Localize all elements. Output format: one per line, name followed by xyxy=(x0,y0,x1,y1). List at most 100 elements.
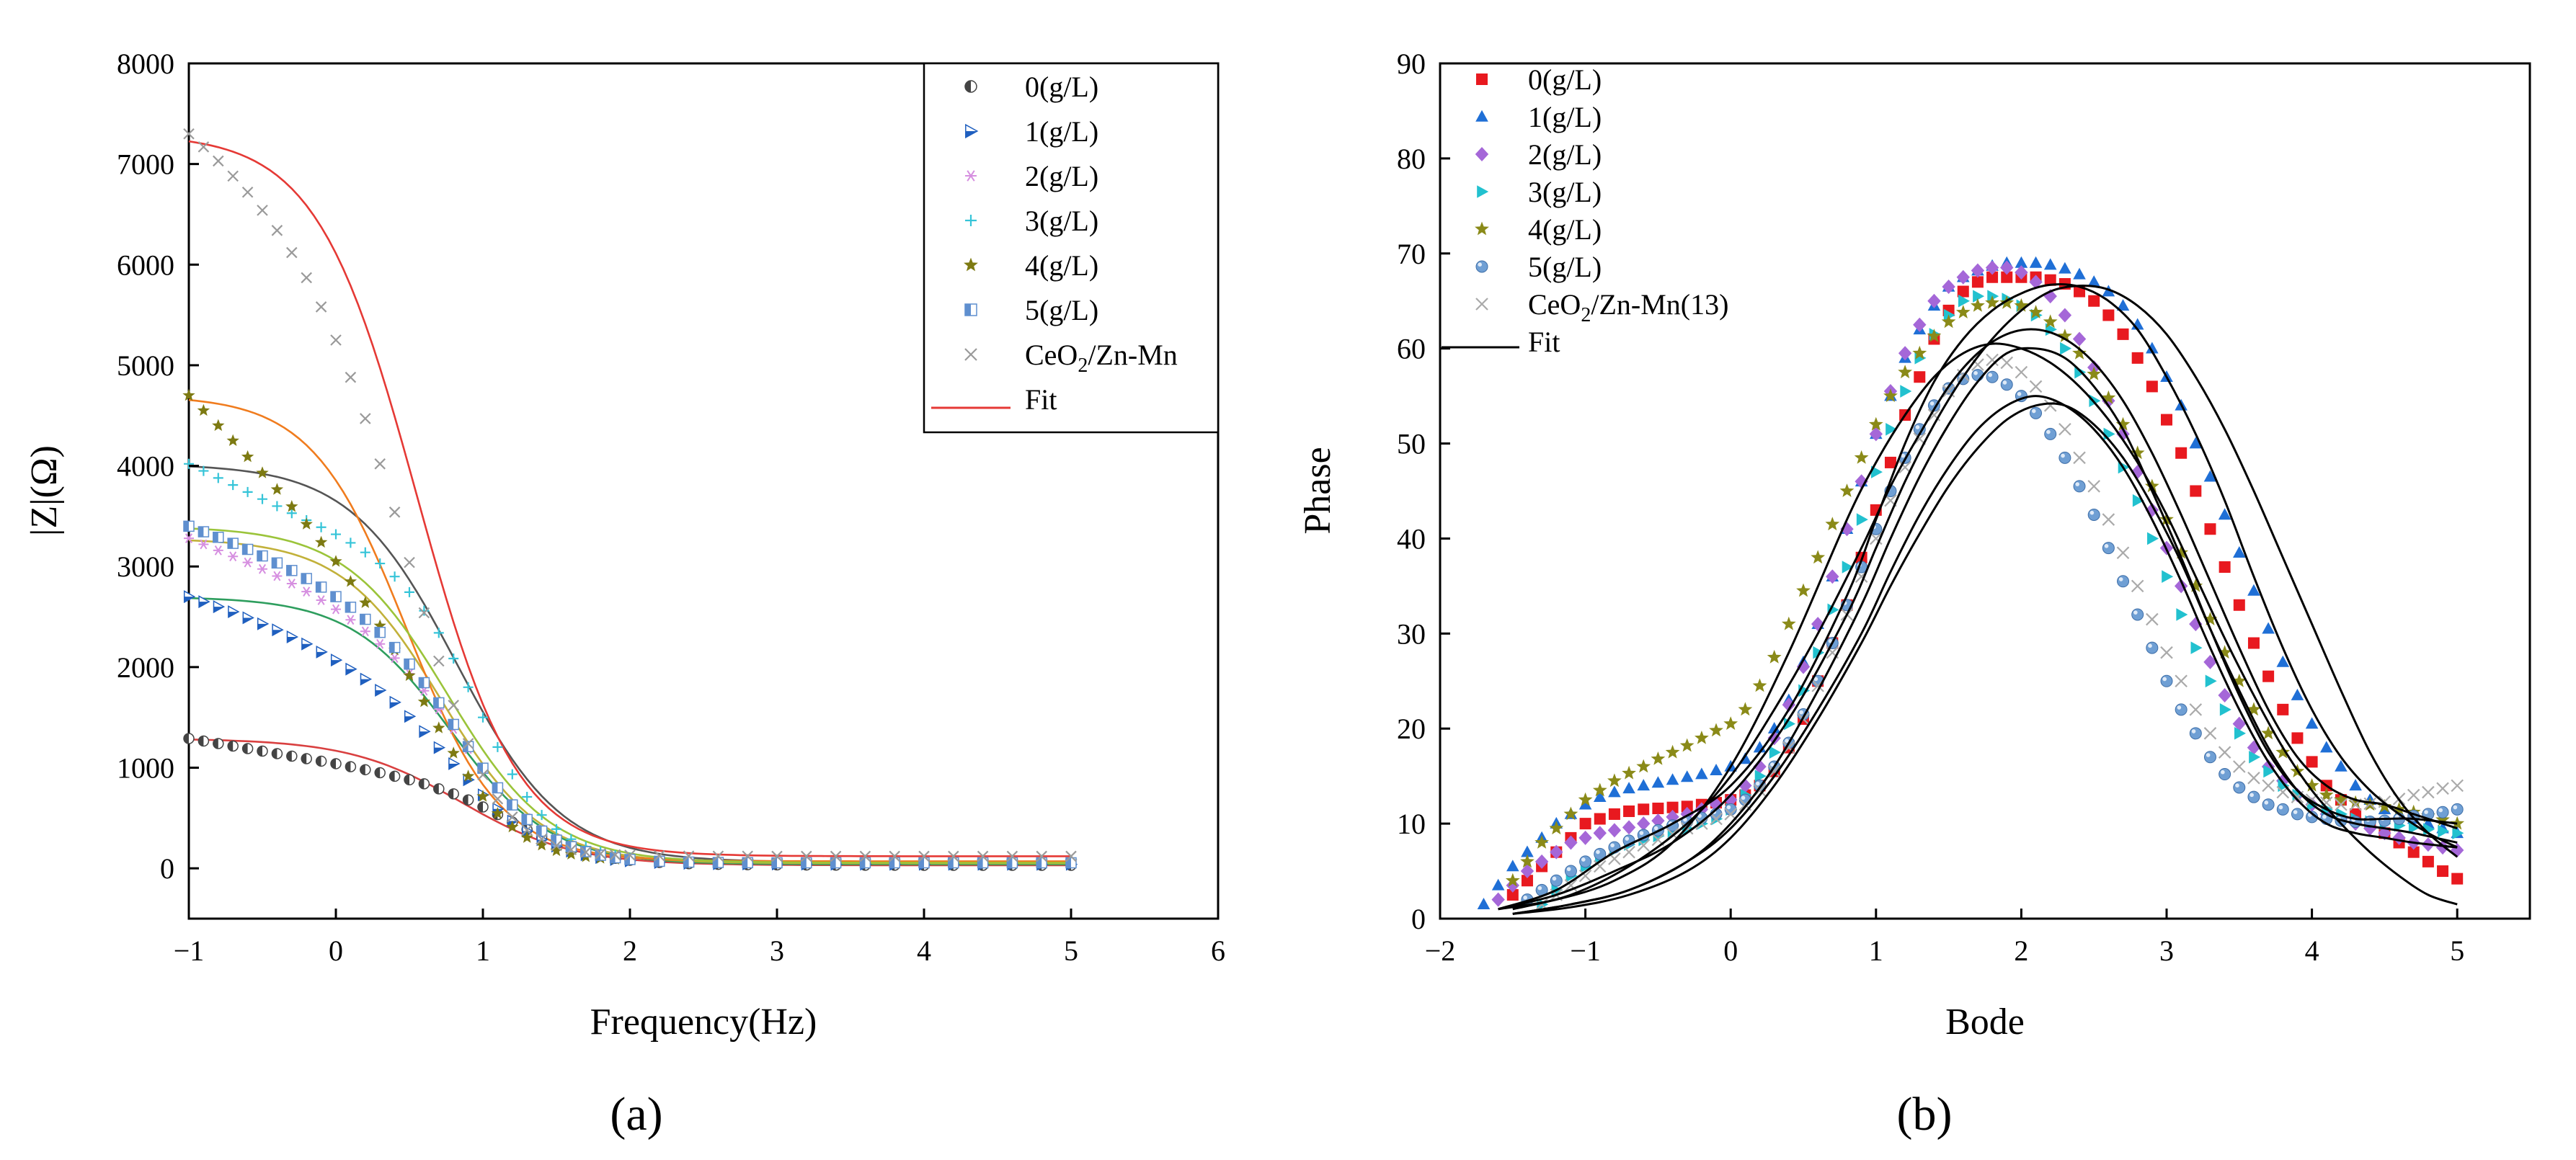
panel-b-point-s4-46 xyxy=(2174,545,2189,559)
panel-b-point-s6-6 xyxy=(1622,845,1635,859)
panel-b-point-s4-33 xyxy=(1985,295,1999,309)
panel-b-point-s3-36 xyxy=(2060,342,2072,355)
panel-b-point-s5-42 xyxy=(2131,608,2144,621)
panel-b-point-s2-29 xyxy=(1913,317,1927,332)
panel-a-point-s0-9-fill xyxy=(316,756,321,767)
panel-b-point-s5-42-highlight xyxy=(2133,610,2138,615)
panel-b-point-s3-38 xyxy=(2089,394,2101,408)
panel-b-legend-label-6-subscript: 2 xyxy=(1581,304,1591,326)
panel-b-point-s5-14-highlight xyxy=(1726,805,1731,810)
panel-b-point-s6-41 xyxy=(2131,579,2144,593)
panel-b-point-s5-5-highlight xyxy=(1596,849,1600,855)
panel-a-legend-label-0: 0(g/L) xyxy=(1025,71,1098,103)
panel-b-point-s3-20 xyxy=(1827,603,1839,617)
b-x-tick-label: −2 xyxy=(1425,934,1456,967)
panel-a-point-s6-0 xyxy=(183,128,195,140)
panel-b-point-s4-27 xyxy=(1898,365,1912,379)
panel-b-point-s5-16-highlight xyxy=(1755,781,1760,786)
panel-b-legend-label-6-rest: /Zn-Mn(13) xyxy=(1591,288,1728,321)
panel-b-point-s2-16 xyxy=(1724,793,1738,808)
panel-b-point-s0-28 xyxy=(1914,371,1926,383)
panel-a-y-axis-title: |Z|(Ω) xyxy=(24,445,65,536)
panel-b-point-s0-49 xyxy=(2219,561,2231,574)
panel-a-legend-label-5: 5(g/L) xyxy=(1025,294,1098,326)
panel-b-point-s5-9-highlight xyxy=(1653,826,1658,831)
panel-b-point-s1-52 xyxy=(2233,546,2246,558)
panel-a-point-s6-23 xyxy=(521,824,533,836)
panel-a-point-s6-1 xyxy=(197,141,210,153)
panel-a-point-s1-8-fill xyxy=(301,643,312,650)
panel-b-point-s2-21 xyxy=(1796,659,1811,674)
a-x-tick-label: 3 xyxy=(770,934,784,967)
panel-b-legend-swatch-5 xyxy=(1475,260,1488,273)
panel-a-legend-swatch-4 xyxy=(964,257,978,272)
panel-b-point-s5-53 xyxy=(2291,808,2304,821)
panel-a-point-s3-9 xyxy=(316,522,327,532)
panel-a-point-s5-21-fill xyxy=(492,782,498,793)
panel-a-point-s1-17-fill xyxy=(434,747,445,754)
panel-a-legend-label-4: 4(g/L) xyxy=(1025,249,1098,282)
panel-b-point-s3-15 xyxy=(1754,769,1767,782)
b-x-tick-label: −1 xyxy=(1570,934,1601,967)
panel-b-point-s0-43 xyxy=(2131,352,2144,364)
panel-b-point-s6-49 xyxy=(2247,772,2260,785)
panel-b-point-s0-34 xyxy=(2001,271,2013,283)
panel-a-point-s5-2-fill xyxy=(213,532,218,543)
panel-b-point-s1-57 xyxy=(2305,717,2319,729)
panel-b-point-s5-53-highlight xyxy=(2293,810,2298,814)
panel-a-point-s2-6 xyxy=(272,571,283,581)
panel-b-point-s2-30 xyxy=(1927,293,1941,308)
panel-a-point-s1-0-fill xyxy=(184,597,195,602)
panel-b-point-s2-37 xyxy=(2029,275,2043,290)
b-y-tick-label: 0 xyxy=(1411,903,1426,935)
panel-a-point-s6-34 xyxy=(742,850,753,862)
panel-b-point-s4-24 xyxy=(1854,450,1869,464)
panel-b-point-s5-45 xyxy=(2175,703,2188,716)
panel-a-point-s5-10-fill xyxy=(331,592,336,602)
panel-b-point-s1-20 xyxy=(1767,722,1781,734)
panel-a-point-s6-25 xyxy=(551,839,562,852)
panel-b-point-s0-53 xyxy=(2277,703,2289,715)
panel-b-point-s4-5 xyxy=(1578,792,1593,806)
panel-b-point-s5-52 xyxy=(2276,803,2289,816)
panel-a-point-s0-3-fill xyxy=(228,741,234,751)
panel-a-point-s5-0-fill xyxy=(184,521,189,532)
panel-a-point-s6-33 xyxy=(712,850,724,862)
panel-b-point-s4-42 xyxy=(2115,416,2131,431)
panel-a-point-s4-22 xyxy=(506,820,519,833)
panel-b-point-s1-42 xyxy=(2087,275,2100,287)
b-x-tick-label: 4 xyxy=(2305,934,2319,967)
panel-b-point-s6-31 xyxy=(1986,353,1999,367)
panel-a-point-s0-13-fill xyxy=(375,767,381,778)
panel-b-fit-line-0 xyxy=(1498,282,2458,911)
panel-b-point-s1-37 xyxy=(2015,256,2028,268)
panel-b-point-s0-52 xyxy=(2262,670,2275,682)
panel-a-point-s5-13-fill xyxy=(375,627,381,638)
panel-a-point-s5-11-fill xyxy=(345,602,351,612)
panel-a-point-s0-0-fill xyxy=(184,733,189,744)
b-y-tick-label: 90 xyxy=(1397,48,1426,80)
panel-a-legend-swatch-6 xyxy=(964,348,977,361)
panel-b-point-s0-46 xyxy=(2175,447,2188,459)
panel-b-point-s4-4 xyxy=(1563,806,1578,821)
panel-b-point-s5-7-highlight xyxy=(1625,836,1630,841)
panel-a-point-s1-18-fill xyxy=(448,763,459,769)
panel-b-point-s4-38 xyxy=(2058,329,2072,342)
panel-b-point-s5-15-highlight xyxy=(1741,795,1746,800)
panel-b-point-s6-50 xyxy=(2262,779,2275,793)
panel-b-point-s1-8 xyxy=(1593,790,1607,802)
panel-a-point-s5-7-fill xyxy=(286,565,292,576)
panel-b-point-s4-18 xyxy=(1767,649,1782,664)
panel-b-point-s1-39 xyxy=(2043,258,2057,270)
panel-b-point-s1-11 xyxy=(1637,779,1651,791)
panel-b-point-s5-49 xyxy=(2233,781,2246,794)
panel-a-point-s2-12 xyxy=(360,626,370,637)
panel-a-point-s2-10 xyxy=(331,604,341,615)
panel-b-point-s5-37-highlight xyxy=(2061,453,2065,458)
panel-b-point-s2-11 xyxy=(1651,813,1665,829)
panel-b-point-s5-31-highlight xyxy=(1973,370,1978,375)
panel-a-point-s6-38 xyxy=(859,850,871,862)
panel-a-legend-swatch-5-fill xyxy=(965,304,971,316)
panel-a-point-s3-7 xyxy=(286,508,297,519)
